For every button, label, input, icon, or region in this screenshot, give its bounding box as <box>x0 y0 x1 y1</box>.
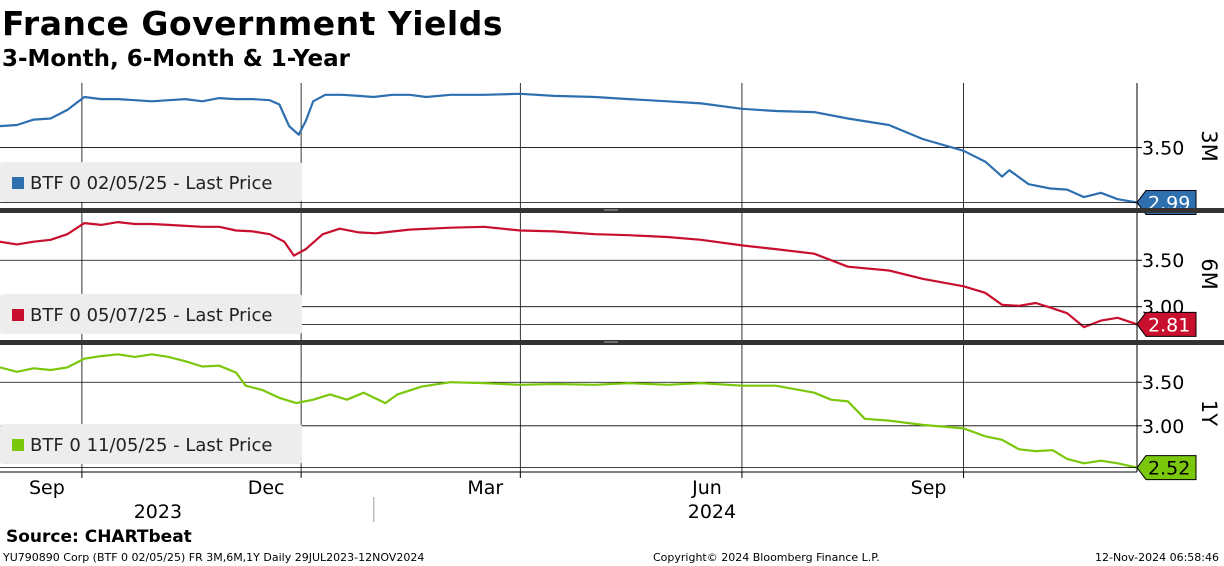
chart-title: France Government Yields <box>2 4 504 43</box>
series-line-3m <box>0 92 1138 204</box>
legend-label: BTF 0 11/05/25 - Last Price <box>30 435 273 456</box>
footer-copyright: Copyright© 2024 Bloomberg Finance L.P. <box>653 551 880 564</box>
x-axis: Sep Dec Mar Jun Sep 2023 2024 <box>0 471 1137 523</box>
year-label: 2023 <box>134 501 182 523</box>
y-tick-label: 3.50 <box>1142 250 1184 272</box>
x-tick-label: Sep <box>29 477 65 499</box>
legend-box <box>0 294 302 334</box>
panel-tag-6m: 6M <box>1197 258 1221 289</box>
legend-swatch <box>12 309 24 321</box>
series-line-1y <box>0 353 1138 469</box>
legend-box <box>0 162 302 202</box>
legend-label: BTF 0 02/05/25 - Last Price <box>30 173 273 194</box>
chart-subtitle: 3-Month, 6-Month & 1-Year <box>2 46 350 72</box>
last-value-label: 2.81 <box>1148 314 1190 336</box>
y-tick-label: 3.00 <box>1142 416 1184 438</box>
y-tick-label: 3.50 <box>1142 372 1184 394</box>
x-tick-label: Dec <box>248 477 285 499</box>
legend-swatch <box>12 439 24 451</box>
last-value-label: 2.52 <box>1148 458 1190 480</box>
last-value-badge <box>1136 311 1197 337</box>
last-value-badge <box>1136 455 1197 481</box>
legend-swatch <box>12 177 24 189</box>
source-label: Source: CHARTbeat <box>6 527 192 547</box>
panel-tag-1y: 1Y <box>1197 400 1221 426</box>
series-line-6m <box>0 221 1138 329</box>
legend-label: BTF 0 05/07/25 - Last Price <box>30 305 273 326</box>
y-tick-label: 3.50 <box>1142 138 1184 160</box>
x-tick-label: Sep <box>911 477 947 499</box>
panel-1y: 3.50 3.00 2.52 1Y BTF 0 11/05/25 - Last Pric… <box>0 343 1221 481</box>
footer-ticker-info: YU790890 Corp (BTF 0 02/05/25) FR 3M,6M,… <box>3 551 425 564</box>
legend-box <box>0 424 302 464</box>
footer-timestamp: 12-Nov-2024 06:58:46 <box>1094 551 1219 564</box>
panel-tag-3m: 3M <box>1197 130 1221 161</box>
x-tick-label: Jun <box>691 477 722 499</box>
x-tick-label: Mar <box>467 477 503 499</box>
year-label: 2024 <box>688 501 736 523</box>
